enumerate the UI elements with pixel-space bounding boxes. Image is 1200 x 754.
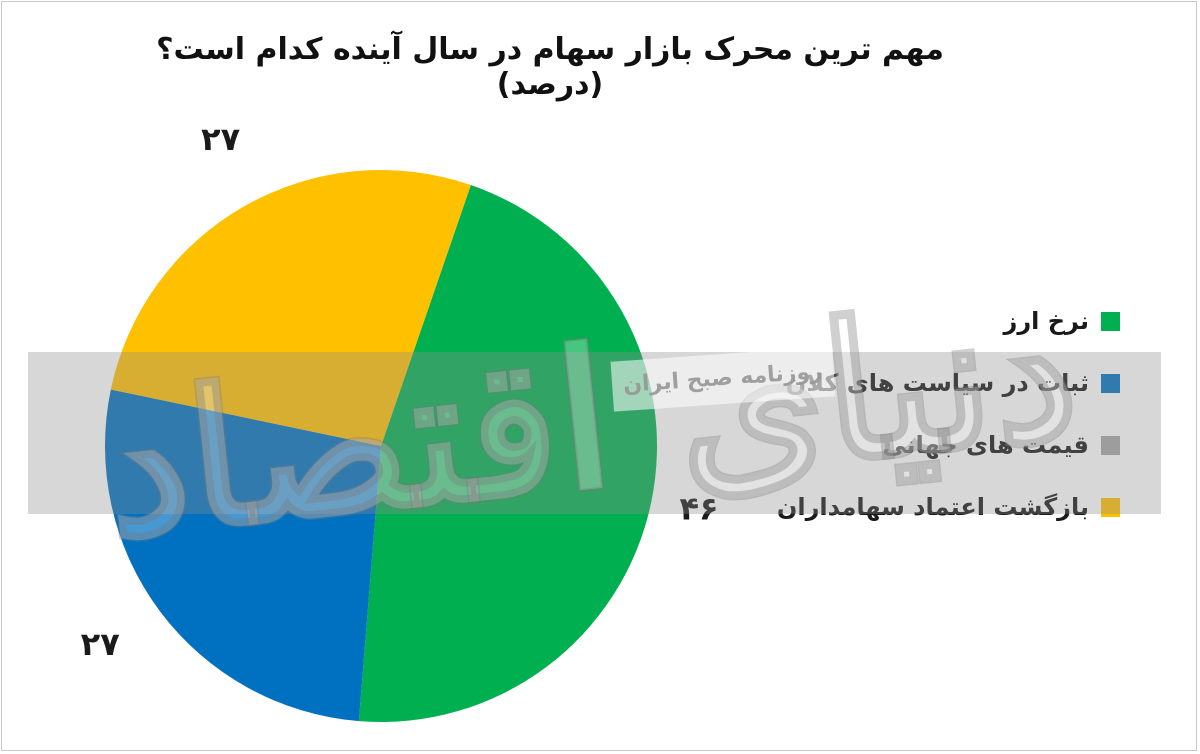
legend-label: نرخ ارز: [1003, 307, 1089, 335]
legend-item-investor-confidence: بازگشت اعتماد سهامداران: [700, 476, 1120, 538]
legend-item-global-prices: قیمت های جهانی: [700, 414, 1120, 476]
legend-swatch-green: [1101, 311, 1120, 331]
legend-item-currency: نرخ ارز: [700, 290, 1120, 352]
chart-title: مهم ترین محرک بازار سهام در سال آینده کد…: [156, 32, 944, 102]
data-label-0: ۴۶: [679, 489, 718, 527]
chart-legend: نرخ ارز ثبات در سیاست های کلان قیمت های …: [700, 290, 1120, 538]
legend-item-macro-policy: ثبات در سیاست های کلان: [700, 352, 1120, 414]
pie-slice-0: [358, 185, 657, 722]
legend-label: ثبات در سیاست های کلان: [785, 369, 1089, 397]
legend-label: قیمت های جهانی: [882, 431, 1089, 459]
pie-slices: [104, 170, 657, 722]
legend-swatch-yellow: [1101, 497, 1120, 517]
pie-slice-1: [104, 389, 381, 722]
legend-swatch-gray: [1101, 435, 1120, 455]
data-label-3: ۲۷: [201, 120, 241, 158]
pie-data-labels: ۴۶ ۲۷ ۲۷: [81, 120, 719, 663]
legend-swatch-blue: [1101, 373, 1120, 393]
data-label-1: ۲۷: [81, 625, 121, 663]
pie-slice-3: [110, 170, 471, 446]
legend-label: بازگشت اعتماد سهامداران: [776, 493, 1089, 521]
